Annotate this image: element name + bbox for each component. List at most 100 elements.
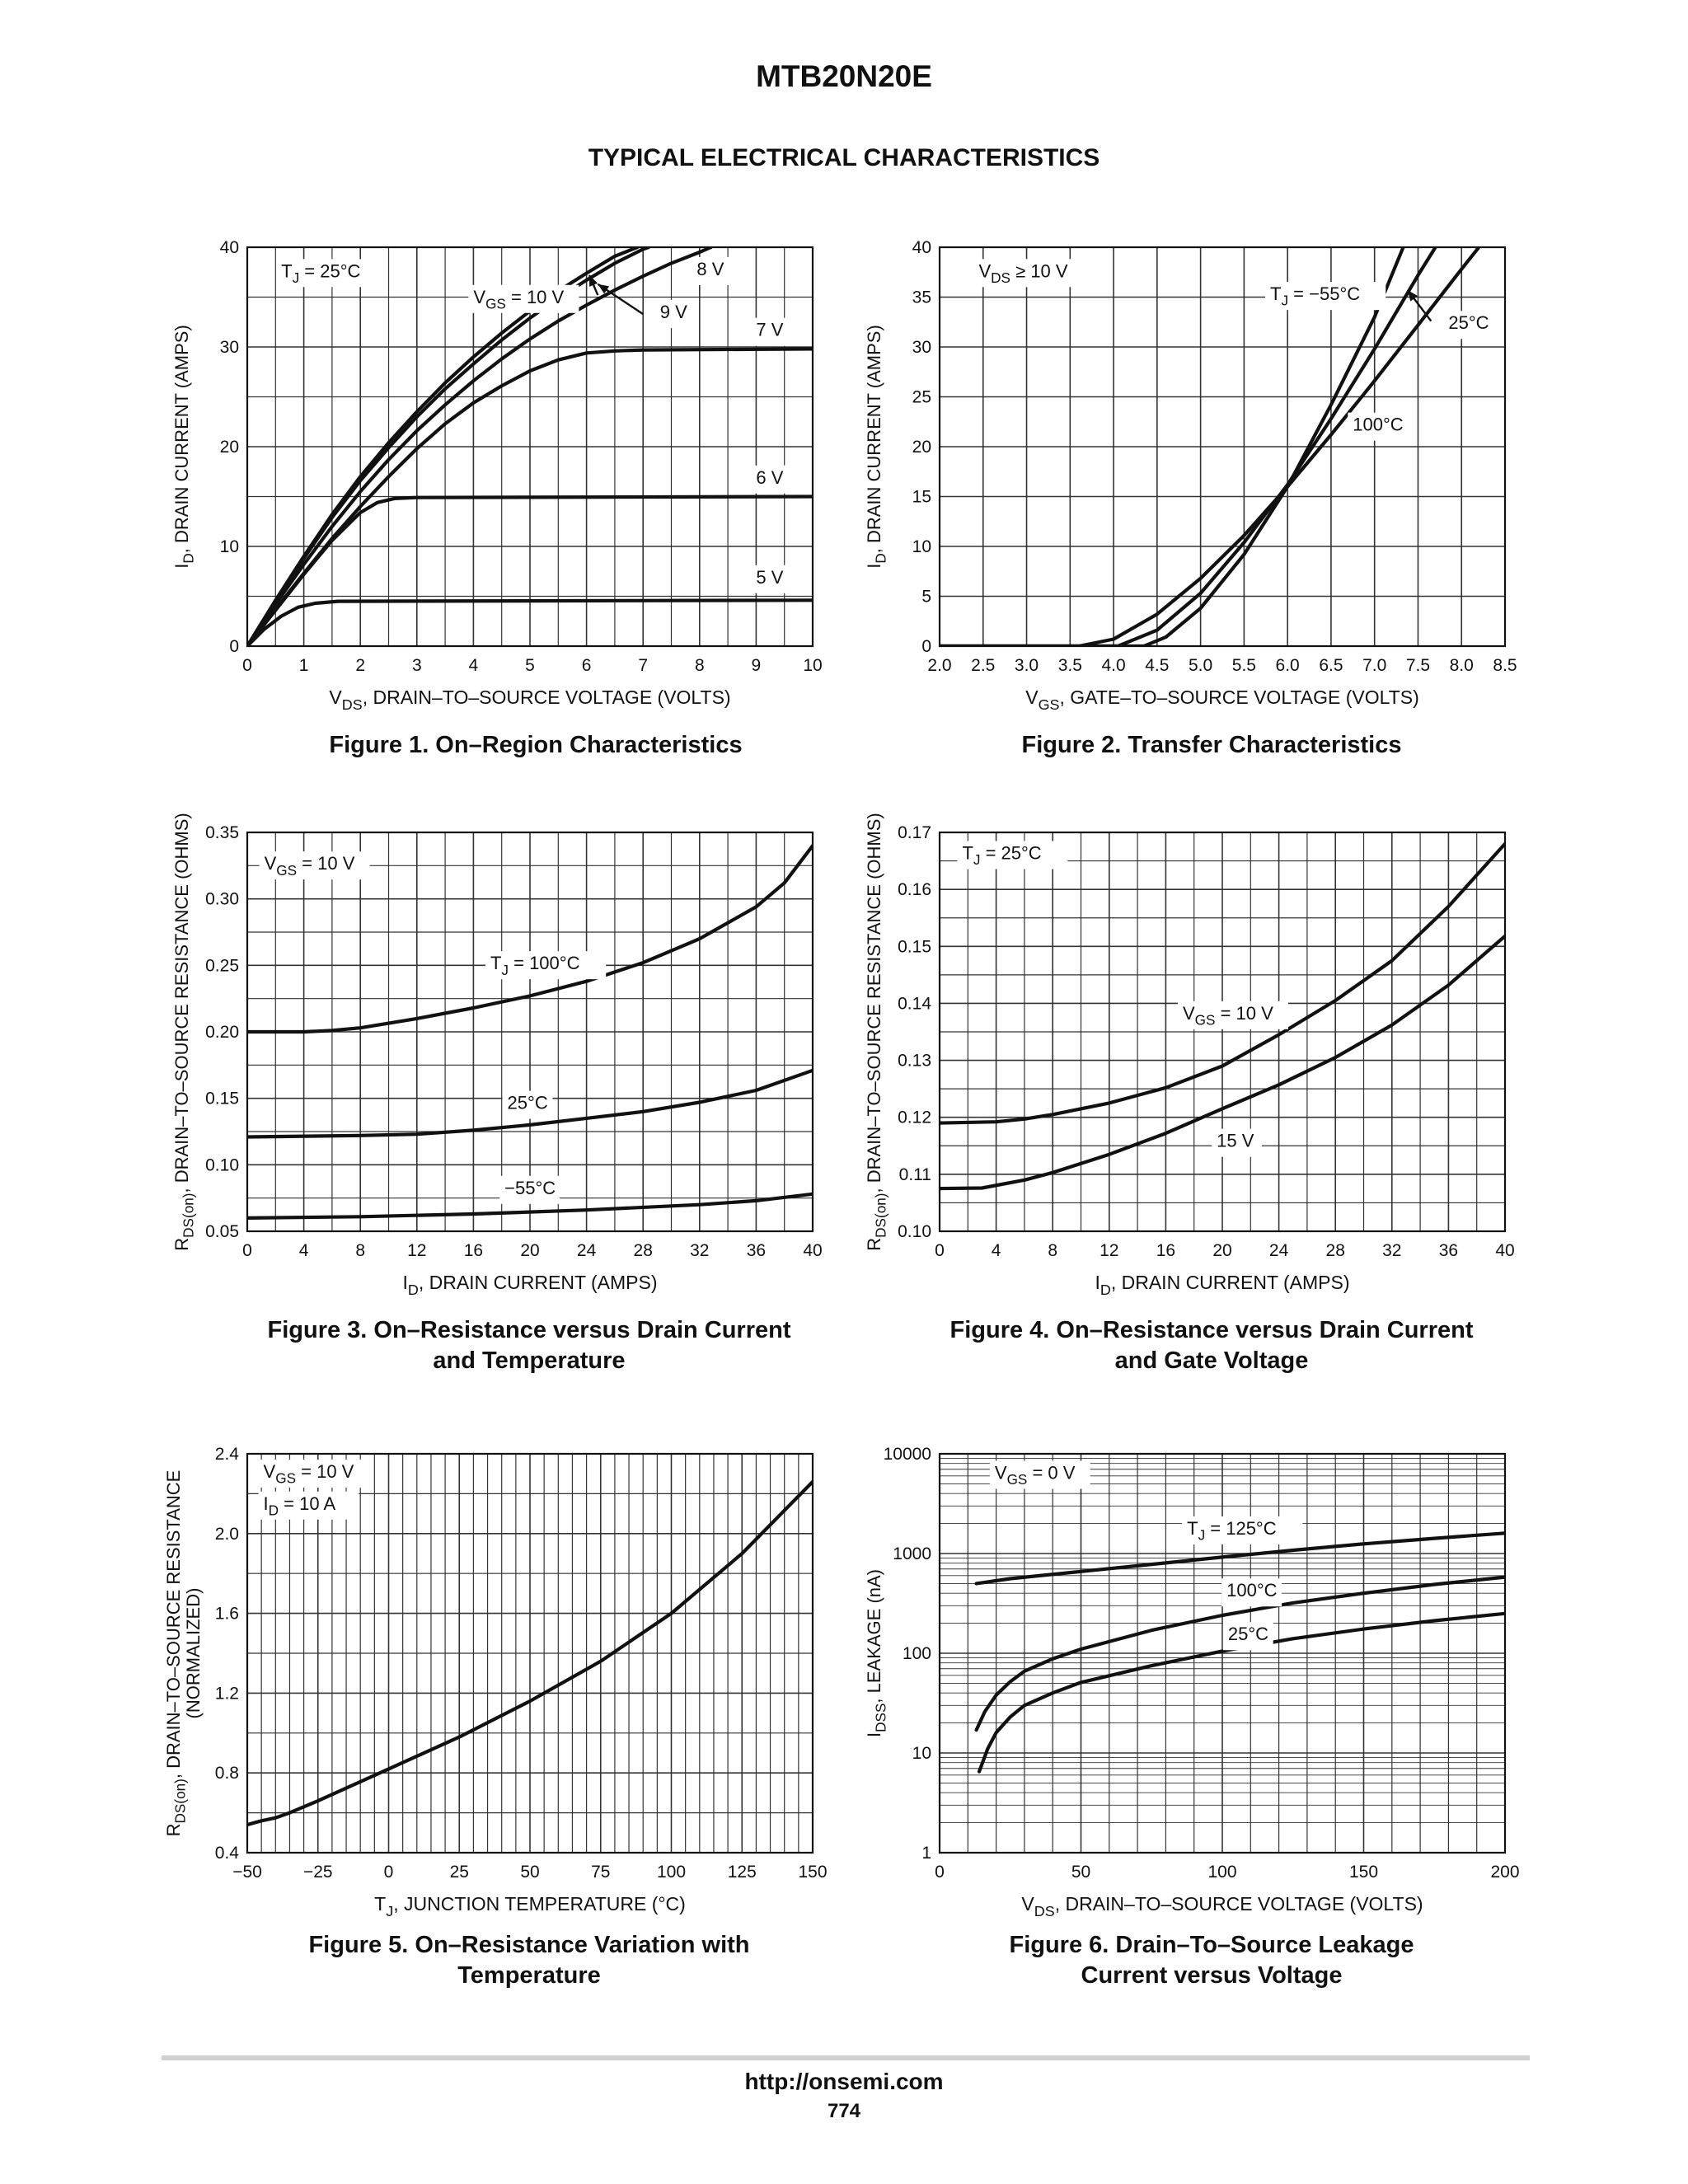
fig6-annotation-3: 25°C [1228,1624,1268,1644]
fig1-ytick-label: 20 [220,438,239,457]
fig1-xtick-label: 0 [242,656,252,675]
fig2-xtick-label: 2.5 [971,656,995,675]
fig1-series-line-4 [247,494,813,647]
fig2-xtick-label: 6.0 [1276,656,1300,675]
fig4-xtick-label: 16 [1156,1241,1175,1260]
fig5-ytick-label: 1.2 [215,1684,239,1703]
fig4-xtick-label: 28 [1326,1241,1345,1260]
fig5-annotation-bg-0 [258,1460,369,1488]
fig5-xtick-label: −50 [232,1863,262,1882]
fig2-ytick-label: 35 [912,288,931,307]
figure-5-on-resistance-variation-chart: −50 −25 0 25 50 75 100 125 150 0.4 0.8 1.2 1.6 2.0 2.4… [124,1437,837,1943]
fig6-ytick-label: 10 [912,1744,931,1763]
fig4-ytick-label: 0.11 [899,1165,931,1184]
fig1-xtick-label: 4 [469,656,479,675]
fig1-xtick-label: 7 [638,656,648,675]
fig1-annotation-bg-4 [751,317,791,346]
figure-1-caption: Figure 1. On–Region Characteristics [181,730,890,761]
fig6-annotation-bg-1 [1182,1516,1303,1544]
fig2-ytick-label: 15 [912,488,931,507]
figure-3-on-resistance-temperature-chart: 0 4 8 12 16 20 24 28 32 36 40 0.05 0.10 0.15 0.20 0.25 0… [124,813,837,1322]
fig5-xtick-label: 0 [384,1863,394,1882]
fig2-xtick-label: 3.5 [1058,656,1082,675]
fig5-plot-frame [246,1452,814,1854]
fig4-xtick-label: 12 [1100,1241,1118,1260]
fig5-xtick-label: −25 [303,1863,333,1882]
figure-2-caption: Figure 2. Transfer Characteristics [857,730,1566,761]
figure-5-caption: Figure 5. On–Resistance Variation with T… [175,1930,884,1991]
fig1-annotation-4: 7 V [756,320,783,340]
fig1-vgs10-leader-arrow-head [589,274,598,287]
fig2-series-line-2 [940,246,1481,647]
fig3-xtick-label: 40 [803,1241,822,1260]
fig6-xlabel: VDS, DRAIN–TO–SOURCE VOLTAGE (VOLTS) [1021,1893,1423,1919]
fig6-xtick-label: 200 [1490,1863,1519,1882]
figure-4-caption-line-2: and Gate Voltage [1114,1347,1309,1374]
fig2-annotation-bg-1 [1265,282,1386,311]
fig2-ytick-label: 25 [912,388,931,407]
fig6-ylabel: IDSS, LEAKAGE (nA) [864,1569,889,1737]
fig2-xtick-label: 8.5 [1493,656,1517,675]
fig6-annotation-bg-3 [1222,1622,1273,1651]
fig2-ytick-label: 20 [912,438,931,457]
fig2-xtick-label: 8.0 [1450,656,1474,675]
fig1-ytick-label: 0 [229,637,239,656]
fig5-xtick-label: 100 [657,1863,686,1882]
fig4-annotation-0: TJ = 25°C [962,842,1041,868]
fig6-svg: 0 50 100 150 200 1 10 100 1000 10000 VDS, DRAIN–TO… [864,1445,1520,1919]
fig1-xtick-label: 5 [525,656,535,675]
figure-4-caption: Figure 4. On–Resistance versus Drain Cur… [857,1315,1566,1376]
fig1-series-line-2 [247,246,713,647]
fig2-annotation-bg-0 [973,259,1085,288]
figure-5-caption-line-2: Temperature [457,1962,601,1989]
fig3-xtick-label: 28 [634,1241,653,1260]
fig6-annotation-bg-2 [1221,1578,1282,1607]
fig3-xtick-label: 12 [407,1241,426,1260]
fig6-xtick-label: 100 [1207,1863,1236,1882]
fig2-annotation-bg-3 [1348,412,1409,441]
fig4-series-line-1 [940,934,1505,1191]
fig4-ytick-label: 0.12 [898,1108,931,1127]
fig5-ylabel: RDS(on), DRAIN–TO–SOURCE RESISTANCE [163,1470,189,1837]
figure-5-caption-line-1: Figure 5. On–Resistance Variation with [308,1932,750,1958]
fig1-annotation-5: 6 V [756,467,783,488]
fig5-svg: −50 −25 0 25 50 75 100 125 150 0.4 0.8 1.2 1.6 2.0 2.4… [163,1445,828,1919]
fig4-ytick-label: 0.15 [898,937,931,956]
fig1-xtick-label: 1 [299,656,309,675]
fig3-ytick-label: 0.35 [205,823,239,842]
fig5-xtick-label: 75 [591,1863,610,1882]
figure-1-caption-line-1: Figure 1. On–Region Characteristics [329,732,743,758]
fig3-xtick-label: 24 [577,1241,597,1260]
fig5-xtick-label: 150 [798,1863,827,1882]
fig1-series-line-5 [247,598,813,647]
fig4-plot-frame [938,831,1507,1233]
fig4-ylabel: RDS(on), DRAIN–TO–SOURCE RESISTANCE (OHM… [864,813,889,1250]
fig2-ytick-label: 40 [912,238,931,257]
figure-6-leakage-current-chart: 0 50 100 150 200 1 10 100 1000 10000 VDS, DRAIN–TO… [816,1437,1530,1943]
fig3-xlabel: ID, DRAIN CURRENT (AMPS) [402,1272,657,1298]
fig3-svg: 0 4 8 12 16 20 24 28 32 36 40 0.05 0.10 0.15 0.20 0.25 0… [171,813,823,1298]
fig1-ytick-label: 30 [220,338,239,357]
fig2-ytick-label: 10 [912,537,931,556]
footer-page-number: 774 [827,2100,861,2122]
fig3-ylabel: RDS(on), DRAIN–TO–SOURCE RESISTANCE (OHM… [171,813,197,1250]
fig2-annotation-bg-2 [1443,311,1494,340]
fig1-annotation-bg-2 [654,299,696,328]
fig3-ytick-label: 0.10 [205,1155,239,1174]
fig2-xtick-label: 7.0 [1362,656,1386,675]
figure-3-caption: Figure 3. On–Resistance versus Drain Cur… [175,1315,884,1376]
fig5-xtick-label: 125 [728,1863,757,1882]
fig3-series-line-1 [247,1068,813,1139]
fig1-annotation-6: 5 V [756,567,783,588]
fig1-xtick-label: 9 [752,656,762,675]
fig6-annotation-1: TJ = 125°C [1187,1518,1277,1544]
fig3-annotation-2: 25°C [508,1093,548,1113]
fig5-xtick-label: 50 [520,1863,539,1882]
fig1-ytick-label: 40 [220,238,239,257]
fig1-svg: 0 1 2 3 4 5 6 7 8 9 10 0 10 20 30 40 VDS, DRAIN–TO–SOURC… [171,238,823,713]
fig6-xtick-label: 150 [1349,1863,1378,1882]
fig6-ytick-label: 1000 [893,1544,931,1563]
fig1-ylabel: ID, DRAIN CURRENT (AMPS) [171,325,197,569]
fig5-annotation-bg-1 [258,1491,359,1520]
footer-url: http://onsemi.com [744,2069,944,2094]
